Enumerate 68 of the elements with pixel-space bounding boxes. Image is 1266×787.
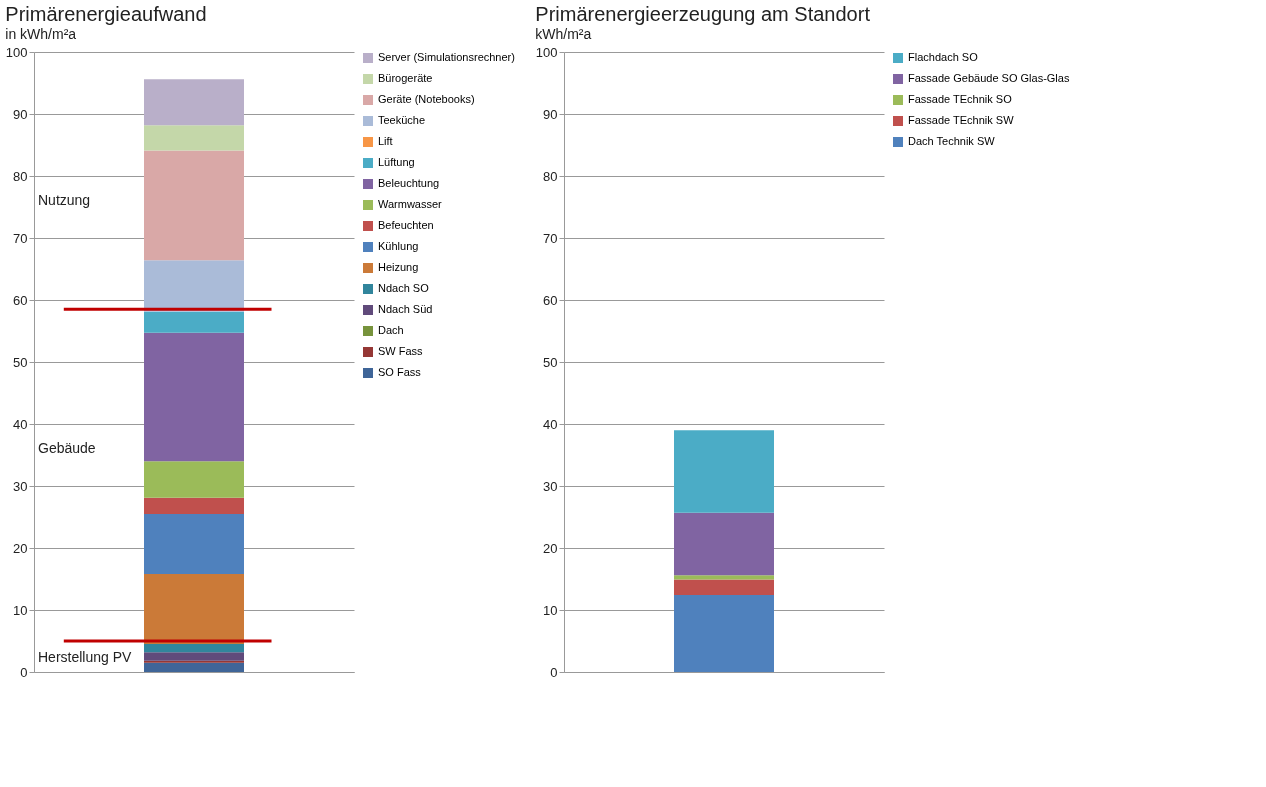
- bar: [144, 461, 244, 498]
- legend-label: Geräte (Notebooks): [378, 93, 475, 105]
- legend-label: Flachdach SO: [908, 51, 979, 63]
- legend-label: Heizung: [378, 261, 419, 273]
- legend-label: Beleuchtung: [378, 177, 440, 189]
- legend-label: Kühlung: [378, 240, 419, 252]
- bar: [144, 513, 244, 575]
- y-tick-label: 70: [543, 230, 558, 246]
- legend-label: Dach Technik SW: [908, 135, 996, 147]
- y-tick-label: 0: [550, 664, 558, 680]
- bar: [144, 652, 244, 661]
- bar: [674, 595, 774, 672]
- y-tick-label: 0: [20, 664, 28, 680]
- y-tick-label: 100: [535, 44, 558, 60]
- legend-label: Befeuchten: [378, 219, 434, 231]
- legend-label: Server (Simulationsrechner): [378, 51, 515, 63]
- y-tick-label: 10: [13, 602, 28, 618]
- y-tick-label: 90: [543, 106, 558, 122]
- bar: [144, 260, 244, 312]
- bar: [144, 79, 244, 126]
- bar: [144, 644, 244, 653]
- y-tick-label: 20: [543, 540, 558, 556]
- y-tick-label: 50: [13, 354, 28, 370]
- legend-label: Lüftung: [378, 156, 415, 168]
- y-tick-label: 10: [543, 602, 558, 618]
- chart-subtitle: kWh/m²a: [535, 26, 592, 42]
- y-tick-label: 40: [543, 416, 558, 432]
- legend-label: SW Fass: [378, 345, 424, 357]
- chart-subtitle: in kWh/m²a: [5, 26, 77, 42]
- y-tick-label: 40: [13, 416, 28, 432]
- y-tick-label: 100: [5, 44, 28, 60]
- legend-label: Teeküche: [378, 114, 426, 126]
- bar: [144, 574, 244, 645]
- bar: [674, 430, 774, 513]
- legend-label: Fassade TEchnik SO: [908, 93, 1013, 105]
- annotation: Nutzung: [38, 191, 91, 208]
- y-tick-label: 30: [543, 478, 558, 494]
- y-tick-label: 80: [13, 168, 28, 184]
- bar: [144, 150, 244, 261]
- bar: [674, 512, 774, 576]
- legend-label: Ndach SO: [378, 282, 430, 294]
- legend-label: Lift: [378, 135, 393, 147]
- bar: [674, 575, 774, 580]
- y-tick-label: 70: [13, 230, 28, 246]
- bar: [674, 579, 774, 596]
- bar: [144, 311, 244, 333]
- legend-label: Ndach Süd: [378, 303, 433, 315]
- legend-label: Fassade Gebäude SO Glas-Glas: [908, 72, 1070, 84]
- bar: [144, 662, 244, 672]
- y-tick-label: 90: [13, 106, 28, 122]
- y-tick-label: 30: [13, 478, 28, 494]
- y-tick-label: 60: [543, 292, 558, 308]
- bar: [144, 125, 244, 151]
- bar: [144, 497, 244, 514]
- legend-label: SO Fass: [378, 366, 422, 378]
- legend-label: Bürogeräte: [378, 72, 433, 84]
- bar: [144, 332, 244, 462]
- y-tick-label: 80: [543, 168, 558, 184]
- y-tick-label: 50: [543, 354, 558, 370]
- annotation: Herstellung PV: [38, 649, 133, 666]
- y-tick-label: 60: [13, 292, 28, 308]
- annotation: Gebäude: [38, 439, 96, 456]
- chart-title: Primärenergieaufwand: [5, 3, 207, 25]
- chart-title: Primärenergieerzeugung am Standort: [535, 3, 871, 25]
- y-tick-label: 20: [13, 540, 28, 556]
- legend-label: Dach: [378, 324, 404, 336]
- legend-label: Warmwasser: [378, 198, 443, 210]
- legend-label: Fassade TEchnik SW: [908, 114, 1015, 126]
